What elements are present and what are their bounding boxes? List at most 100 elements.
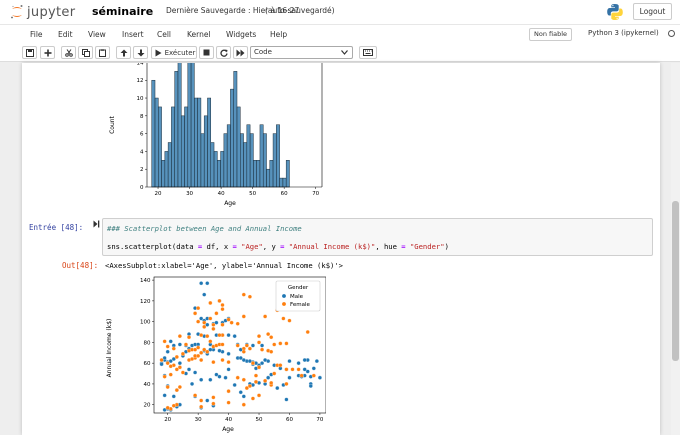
- scatter-point-female: [253, 379, 259, 384]
- scatter-point-female: [220, 307, 225, 312]
- histogram-bar: [180, 115, 185, 188]
- scatter-y-tick-label: 120: [140, 299, 151, 305]
- histogram-bar: [279, 177, 284, 188]
- scatter-point-female: [269, 349, 274, 354]
- notebook-scrollbar[interactable]: [671, 63, 680, 435]
- scatter-point-female: [250, 396, 255, 401]
- move-down-button[interactable]: [133, 46, 148, 59]
- histogram-bar: [262, 133, 267, 188]
- histogram-bar: [269, 160, 274, 188]
- menu-edit[interactable]: Edit: [58, 30, 73, 39]
- scatter-point-female: [266, 332, 271, 337]
- scatter-point-female: [211, 395, 216, 400]
- scatter-point-female: [256, 365, 262, 370]
- scatter-x-tick-label: 70: [316, 417, 323, 423]
- histogram-bar: [223, 133, 228, 188]
- histogram-y-tick-label: 0: [140, 185, 144, 191]
- scatter-point-male: [238, 355, 243, 361]
- cell-run-marker[interactable]: [93, 220, 100, 230]
- scatter-point-male: [162, 393, 167, 398]
- menu-widgets[interactable]: Widgets: [226, 30, 257, 39]
- scatter-point-female: [217, 298, 222, 303]
- output-prompt: Out[48]:: [62, 261, 99, 270]
- restart-kernel-button[interactable]: [216, 46, 231, 59]
- scatter-point-male: [314, 359, 319, 364]
- trusted-indicator[interactable]: Non fiable: [529, 28, 573, 41]
- scatter-point-female: [193, 347, 198, 352]
- insert-cell-button[interactable]: [40, 46, 55, 59]
- menu-cell[interactable]: Cell: [157, 30, 172, 39]
- notebook-container[interactable]: 20 30 40 50 60 70 0 2 4 6 8 10 12 14 Age Count Entrée…: [0, 63, 680, 435]
- notebook-title[interactable]: séminaire: [92, 5, 154, 18]
- interrupt-kernel-button[interactable]: [199, 46, 214, 59]
- scatter-point-male: [263, 358, 268, 363]
- code-cell-input[interactable]: ### Scatterplot between Age and Annual I…: [102, 218, 653, 256]
- command-palette-button[interactable]: [359, 46, 377, 59]
- scatter-point-female: [208, 316, 213, 321]
- run-button[interactable]: Exécuter: [151, 46, 197, 59]
- histogram-bar: [213, 151, 218, 188]
- scatter-point-female: [220, 342, 225, 347]
- scatter-x-label: Age: [222, 426, 234, 433]
- scatter-point-female: [235, 321, 240, 326]
- menu-kernel[interactable]: Kernel: [187, 30, 211, 39]
- scatter-point-female: [269, 380, 274, 385]
- play-icon: [155, 49, 162, 56]
- scatter-point-female: [247, 346, 252, 351]
- scatter-point-male: [287, 359, 292, 364]
- scatter-point-male: [305, 369, 310, 374]
- scatter-point-male: [159, 362, 164, 367]
- scatter-x-tick-label: 50: [256, 417, 263, 423]
- code-string: "Annual Income (k$)": [288, 242, 376, 251]
- restart-run-all-button[interactable]: [233, 46, 248, 59]
- scatter-point-male: [205, 281, 210, 286]
- scatter-point-female: [256, 340, 262, 345]
- code-operator: =: [232, 242, 237, 251]
- menu-insert[interactable]: Insert: [122, 30, 144, 39]
- scatter-point-male: [168, 359, 173, 364]
- scatter-point-male: [214, 320, 219, 325]
- histogram-bar: [174, 71, 179, 188]
- menu-view[interactable]: View: [88, 30, 106, 39]
- cut-button[interactable]: [61, 46, 76, 59]
- scatter-point-female: [244, 386, 249, 391]
- scatter-point-female: [226, 400, 231, 405]
- scatter-point-female: [196, 353, 201, 358]
- logout-button[interactable]: Logout: [633, 3, 672, 20]
- scatter-point-female: [180, 351, 185, 356]
- move-up-button[interactable]: [116, 46, 131, 59]
- scatter-point-male: [232, 382, 237, 388]
- scatter-point-male: [162, 355, 167, 361]
- histogram-bar: [177, 63, 182, 188]
- histogram-y-tick-label: 8: [140, 114, 144, 120]
- scatter-point-male: [165, 349, 170, 354]
- scatter-point-female: [281, 316, 286, 321]
- legend-marker-male: [282, 294, 286, 298]
- legend-title: Gender: [288, 285, 309, 291]
- scatter-point-female: [235, 343, 240, 348]
- scatter-point-male: [287, 375, 292, 380]
- code-operator: =: [401, 242, 406, 251]
- scatter-point-female: [199, 404, 204, 409]
- menu-file[interactable]: File: [30, 30, 43, 39]
- histogram-y-tick-label: 12: [137, 78, 144, 84]
- paste-button[interactable]: [95, 46, 110, 59]
- scrollbar-thumb[interactable]: [672, 201, 679, 361]
- menubar: File Edit View Insert Cell Kernel Widget…: [0, 24, 680, 44]
- cell-type-select[interactable]: Code: [250, 46, 353, 59]
- scatter-point-female: [284, 341, 289, 346]
- scatter-legend: Gender Male Female: [275, 280, 321, 312]
- scatter-point-female: [199, 333, 204, 338]
- scatter-point-male: [217, 374, 222, 379]
- menu-help[interactable]: Help: [270, 30, 288, 39]
- jupyter-logo[interactable]: jupyter: [10, 4, 75, 20]
- code-statement: sns.scatterplot(data = df, x = "Age", y …: [107, 242, 449, 251]
- scatter-point-female: [171, 403, 176, 408]
- scatter-point-female: [299, 373, 304, 378]
- scatter-point-male: [205, 398, 210, 403]
- keyboard-icon: [363, 49, 373, 56]
- scatter-point-female: [180, 370, 185, 375]
- save-button[interactable]: [22, 46, 37, 59]
- copy-button[interactable]: [78, 46, 93, 59]
- scatter-point-male: [214, 372, 219, 377]
